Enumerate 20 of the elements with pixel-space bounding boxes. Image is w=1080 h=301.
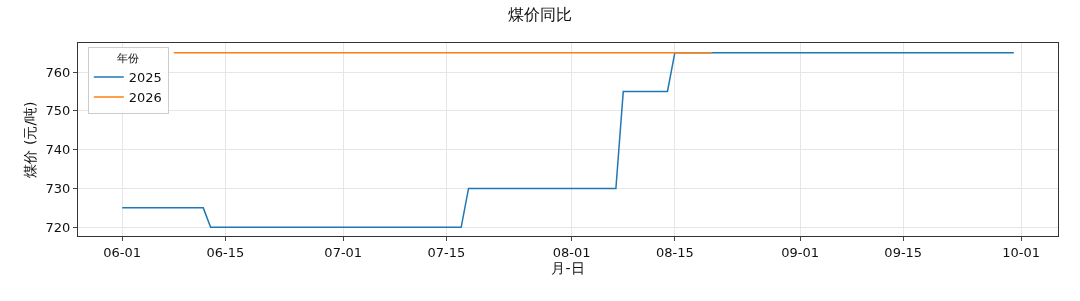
legend-label: 2026: [128, 90, 162, 106]
x-tick-label: 10-01: [1002, 244, 1041, 260]
x-tick-label: 08-01: [552, 244, 591, 260]
y-tick-label: 760: [45, 64, 71, 80]
y-axis-title: 煤价 (元/吨): [22, 101, 39, 178]
legend-title: 年份: [117, 52, 140, 66]
y-tick-label: 740: [45, 142, 71, 158]
chart-title: 煤价同比: [508, 5, 572, 25]
x-tick-label: 06-01: [103, 244, 142, 260]
x-axis-title: 月-日: [551, 259, 585, 276]
x-tick-label: 06-15: [206, 244, 245, 260]
y-tick-label: 750: [45, 103, 71, 119]
x-tick-label: 07-01: [324, 244, 363, 260]
legend-label: 2025: [128, 70, 162, 86]
y-tick-label: 730: [45, 181, 71, 197]
y-tick-label: 720: [45, 219, 71, 235]
x-tick-label: 09-01: [781, 244, 819, 260]
x-tick-label: 08-15: [655, 244, 694, 260]
x-tick-label: 09-15: [884, 244, 923, 260]
x-tick-label: 07-15: [427, 244, 466, 260]
